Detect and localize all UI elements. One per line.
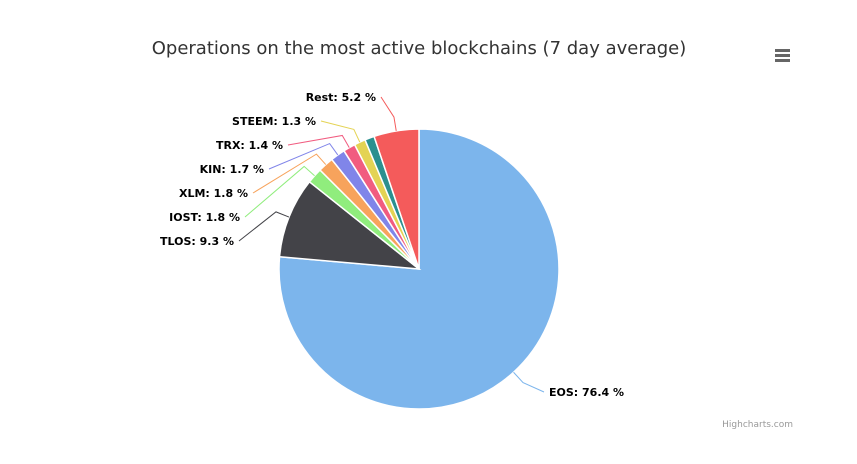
credits-link[interactable]: Highcharts.com	[722, 420, 793, 430]
chart-menu-button[interactable]	[768, 44, 796, 68]
pie-slice-tlos[interactable]	[278, 180, 422, 270]
connector-line	[320, 120, 361, 143]
connector-line	[380, 96, 397, 131]
hamburger-menu-icon	[775, 49, 790, 62]
pie-slice-eos[interactable]	[278, 128, 560, 410]
connector-line	[268, 142, 339, 170]
data-label: XLM: 1.8 %	[179, 187, 248, 200]
chart-title: Operations on the most active blockchain…	[151, 38, 687, 59]
data-label: STEEM: 1.3 %	[232, 115, 316, 128]
data-label: TLOS: 9.3 %	[160, 235, 234, 248]
data-label: IOST: 1.8 %	[169, 211, 240, 224]
connector-line	[238, 211, 290, 242]
pie-slice-rest[interactable]	[373, 128, 420, 270]
connector-line	[244, 165, 315, 218]
data-label: EOS: 76.4 %	[549, 386, 624, 399]
connector-line	[252, 153, 327, 194]
data-label: KIN: 1.7 %	[200, 163, 264, 176]
data-label: Rest: 5.2 %	[306, 91, 376, 104]
data-label: TRX: 1.4 %	[216, 139, 283, 152]
connector-line	[287, 134, 350, 148]
connector-line	[513, 371, 545, 393]
